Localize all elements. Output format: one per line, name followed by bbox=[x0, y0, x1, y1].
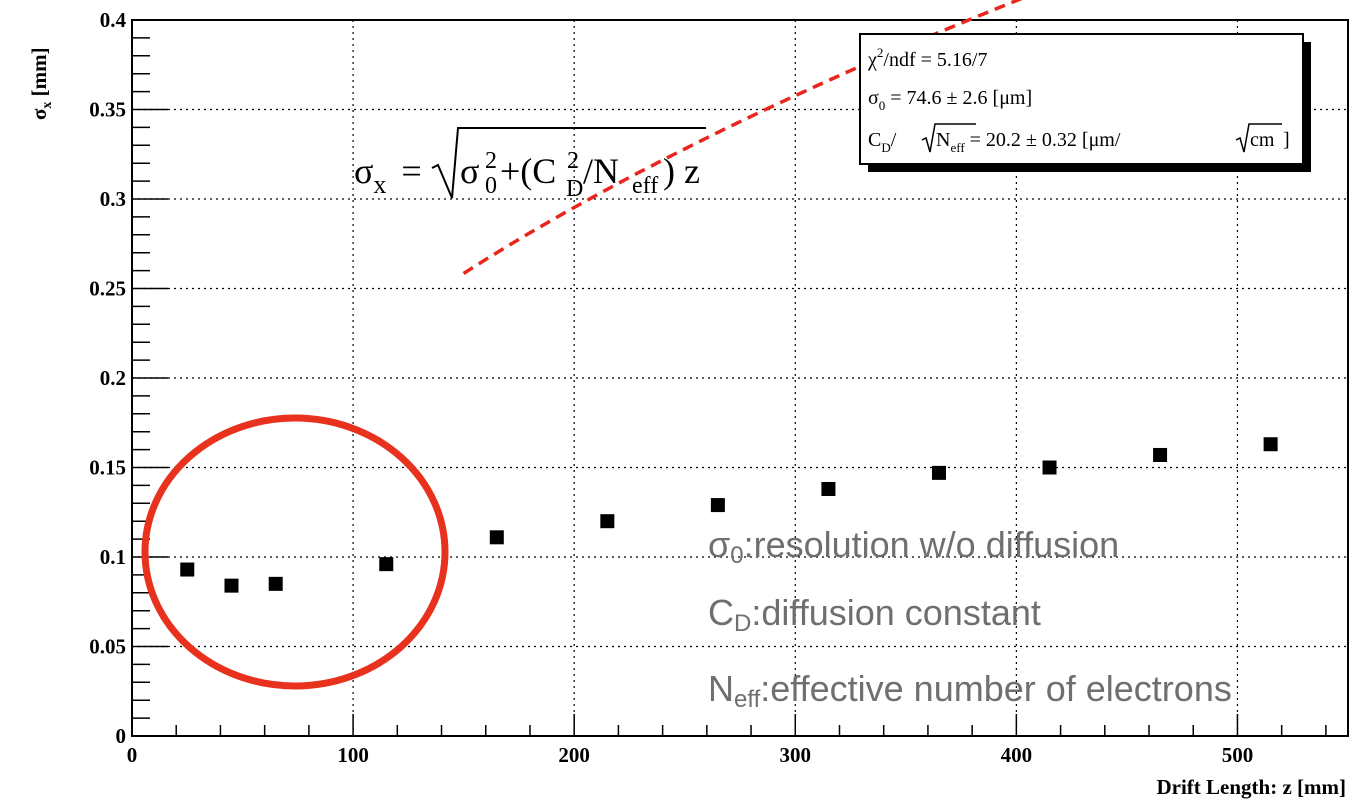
svg-text:+(C: +(C bbox=[500, 151, 556, 191]
svg-text:0: 0 bbox=[485, 173, 497, 199]
data-point bbox=[180, 562, 195, 577]
sqrt-sign bbox=[431, 127, 706, 199]
svg-text:/N: /N bbox=[583, 151, 619, 191]
svg-text:CD/: CD/ bbox=[868, 129, 897, 155]
svg-text:eff: eff bbox=[632, 173, 658, 199]
x-axis-title: Drift Length: z [mm] bbox=[1156, 775, 1346, 799]
x-tick-label: 100 bbox=[337, 743, 369, 767]
y-tick-label: 0 bbox=[116, 724, 127, 748]
svg-text:2: 2 bbox=[485, 148, 497, 174]
data-points bbox=[180, 437, 1278, 593]
svg-text:]: ] bbox=[1283, 129, 1290, 151]
fit-formula: σx = σ 2 0 +(C 2 D /N eff ) z bbox=[354, 127, 706, 202]
data-point bbox=[379, 557, 394, 572]
svg-text:2: 2 bbox=[567, 148, 579, 174]
y-tick-label: 0.3 bbox=[100, 187, 126, 211]
x-tick-label: 200 bbox=[558, 743, 590, 767]
note-sigma0: σ0:resolution w/o diffusion bbox=[708, 524, 1119, 569]
note-neff: Neff:effective number of electrons bbox=[708, 668, 1232, 713]
x-tick-label: 300 bbox=[780, 743, 812, 767]
svg-text:Neff = 20.2 ± 0.32 [μm/: Neff = 20.2 ± 0.32 [μm/ bbox=[936, 129, 1121, 155]
x-tick-label: 400 bbox=[1001, 743, 1033, 767]
data-point bbox=[821, 481, 836, 496]
data-point bbox=[710, 498, 725, 513]
data-point bbox=[489, 530, 504, 545]
svg-text:σx =: σx = bbox=[354, 151, 422, 201]
axis-ticks bbox=[131, 19, 1327, 737]
notes: σ0:resolution w/o diffusion CD:diffusion… bbox=[708, 524, 1232, 713]
svg-text:χ2/ndf = 5.16/7: χ2/ndf = 5.16/7 bbox=[867, 45, 987, 71]
y-tick-label: 0.4 bbox=[100, 8, 127, 32]
data-point bbox=[1263, 437, 1278, 452]
fit-stats-box: χ2/ndf = 5.16/7 σ0 = 74.6 ± 2.6 [μm] CD/… bbox=[859, 33, 1311, 172]
data-point bbox=[268, 576, 283, 591]
tick-labels: 0 100 200 300 400 500 0 0.05 0.1 0.15 0.2 0.25 0.3 0.… bbox=[89, 8, 1253, 767]
data-point bbox=[1153, 447, 1168, 462]
fit-curve bbox=[462, 0, 1023, 275]
data-point bbox=[224, 578, 239, 593]
y-tick-label: 0.15 bbox=[89, 456, 126, 480]
data-point bbox=[1042, 460, 1057, 475]
svg-text:) z: ) z bbox=[663, 151, 700, 191]
y-tick-label: 0.05 bbox=[89, 635, 126, 659]
data-point bbox=[931, 465, 946, 480]
data-point bbox=[600, 514, 615, 529]
highlight-circle bbox=[141, 414, 449, 690]
grid bbox=[132, 20, 1348, 736]
x-tick-label: 500 bbox=[1222, 743, 1254, 767]
svg-text:D: D bbox=[566, 176, 583, 202]
y-tick-label: 0.25 bbox=[89, 277, 126, 301]
y-tick-label: 0.1 bbox=[100, 545, 126, 569]
y-tick-label: 0.35 bbox=[89, 98, 126, 122]
y-axis-title: σx [mm] bbox=[27, 47, 55, 120]
note-cd: CD:diffusion constant bbox=[708, 592, 1041, 637]
y-tick-label: 0.2 bbox=[100, 366, 126, 390]
svg-text:σ0 = 74.6 ± 2.6 [μm]: σ0 = 74.6 ± 2.6 [μm] bbox=[868, 87, 1032, 113]
x-tick-label: 0 bbox=[127, 743, 138, 767]
svg-text:σ: σ bbox=[460, 151, 479, 191]
svg-text:cm: cm bbox=[1250, 129, 1275, 151]
